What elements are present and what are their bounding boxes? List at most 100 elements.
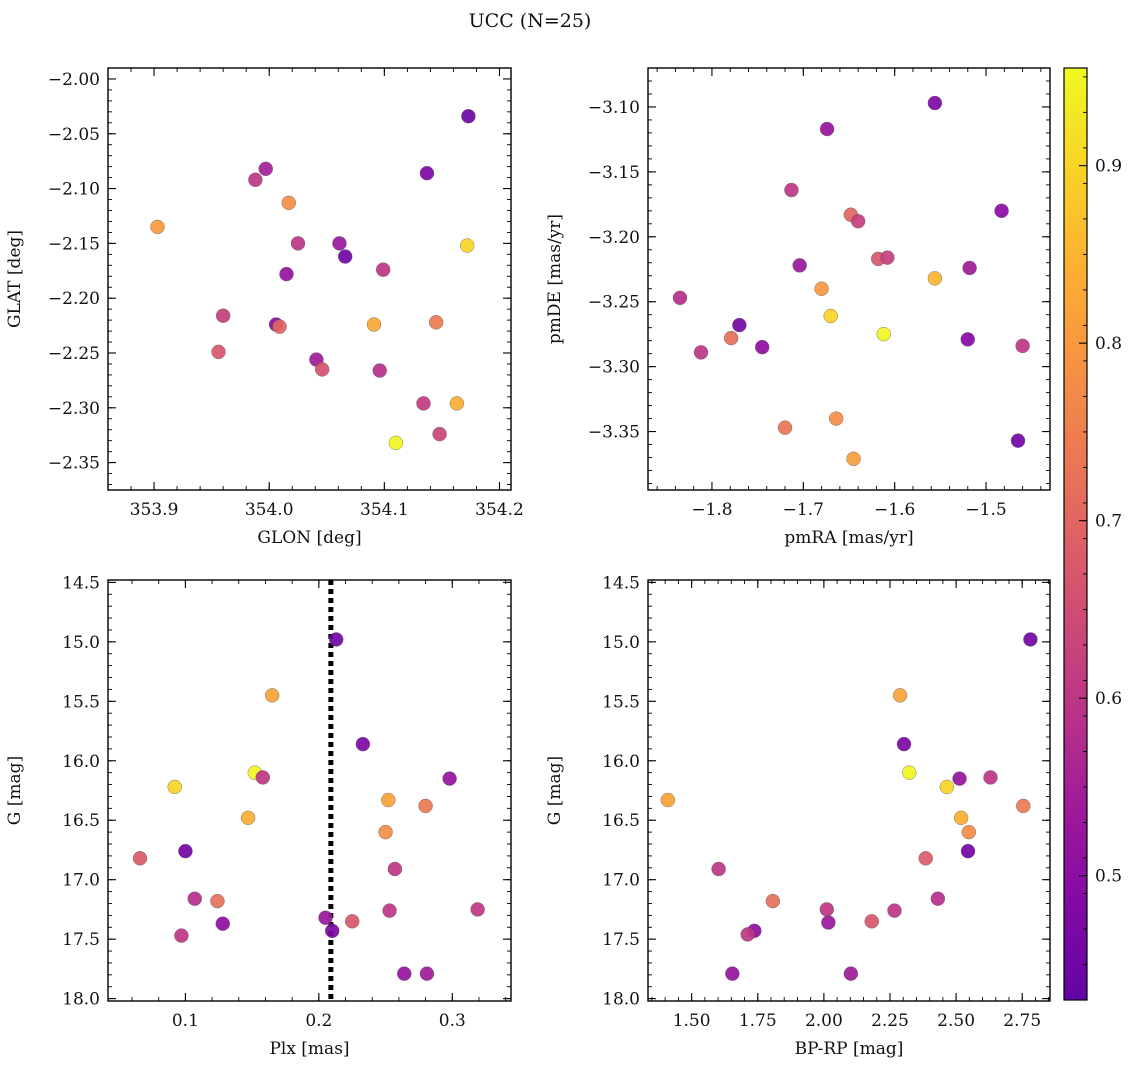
y-tick-label: −3.15 — [588, 163, 640, 183]
data-point — [892, 688, 908, 703]
data-point — [693, 345, 709, 360]
data-point — [927, 271, 943, 286]
x-tick-label: 2.25 — [871, 1011, 909, 1031]
axes-frame — [647, 67, 1051, 491]
data-point — [723, 330, 739, 346]
data-point — [887, 903, 902, 918]
colorbar-tick-label: 0.6 — [1095, 689, 1122, 709]
data-point — [821, 915, 836, 930]
data-point — [428, 315, 444, 330]
data-point — [337, 249, 353, 264]
data-point — [279, 266, 294, 282]
y-tick-label: 14.5 — [62, 573, 100, 593]
data-point — [416, 396, 431, 411]
data-point — [930, 891, 946, 906]
colorbar: 0.5 0.6 0.7 0.8 0.9 — [1063, 67, 1122, 1001]
y-tick-label: −2.10 — [48, 180, 100, 200]
panels: 353.9 354.0 354.1 354.2 −2.35 −2.30 −2.25 −2.20… — [5, 67, 1051, 1059]
data-point — [1015, 338, 1030, 354]
data-point — [725, 966, 740, 981]
data-point — [470, 902, 485, 917]
x-tick-label: −1.8 — [691, 500, 732, 520]
data-point — [345, 914, 360, 929]
x-tick-label: −1.7 — [783, 500, 824, 520]
data-point — [876, 326, 891, 342]
data-point — [814, 281, 829, 296]
data-point — [167, 779, 182, 795]
y-tick-label: −3.25 — [588, 293, 640, 313]
data-point — [902, 765, 917, 780]
data-point — [372, 363, 387, 378]
colorbar-tick-label: 0.9 — [1095, 157, 1122, 177]
y-tick-label: −2.15 — [48, 234, 100, 254]
y-tick-label: 18.0 — [62, 990, 100, 1010]
data-point — [150, 219, 165, 235]
data-point — [953, 810, 969, 826]
data-point — [318, 910, 333, 925]
data-point — [382, 903, 397, 918]
data-point — [823, 308, 838, 324]
x-tick-label: 2.00 — [805, 1011, 843, 1031]
x-axis-label: GLON [deg] — [257, 528, 361, 548]
x-tick-label: 2.50 — [937, 1011, 975, 1031]
data-point — [755, 339, 770, 355]
colorbar-gradient — [1063, 67, 1088, 1001]
x-tick-label: 2.75 — [1003, 1011, 1041, 1031]
x-tick-label: −1.5 — [965, 500, 1006, 520]
data-point — [994, 203, 1009, 219]
x-tick-label: −1.6 — [874, 500, 915, 520]
data-point — [178, 843, 193, 859]
data-point — [819, 121, 835, 137]
y-tick-label: 17.5 — [62, 930, 100, 950]
data-point — [281, 195, 296, 211]
data-point — [419, 166, 435, 181]
data-point — [829, 411, 844, 426]
data-point — [846, 451, 861, 467]
x-tick-label: 0.1 — [172, 1011, 199, 1031]
x-tick-label: 1.75 — [739, 1011, 777, 1031]
data-point — [211, 344, 226, 360]
data-point — [258, 161, 273, 177]
y-axis-label: GLAT [deg] — [5, 230, 25, 328]
x-axis-label: BP-RP [mag] — [795, 1039, 904, 1059]
data-point — [765, 893, 781, 909]
data-point — [777, 420, 793, 435]
data-point — [672, 290, 688, 306]
figure-title: UCC (N=25) — [469, 10, 592, 32]
data-point — [1016, 798, 1031, 814]
data-point — [432, 426, 447, 442]
y-tick-label: −2.00 — [48, 70, 100, 90]
y-axis-label: pmDE [mas/yr] — [545, 214, 565, 344]
y-tick-label: 15.5 — [62, 692, 100, 712]
x-tick-label: 1.50 — [673, 1011, 711, 1031]
data-point — [314, 362, 330, 377]
colorbar-tick-label: 0.8 — [1095, 334, 1122, 354]
y-axis-label: G [mag] — [545, 756, 565, 825]
x-tick-label: 354.0 — [245, 500, 294, 520]
data-point — [388, 435, 404, 451]
data-point — [864, 914, 879, 929]
data-point — [272, 319, 287, 334]
data-point — [355, 736, 371, 752]
data-point — [419, 966, 435, 981]
data-point — [375, 262, 391, 277]
data-point — [460, 238, 475, 253]
y-tick-label: −2.20 — [48, 289, 100, 309]
data-point — [132, 851, 148, 866]
scatter-panel-3: 0.1 0.2 0.3 14.5 15.0 15.5 16.0 16.5 17.0 17.5 18.… — [5, 573, 512, 1059]
y-tick-label: −3.35 — [588, 423, 640, 443]
scatter-panel-2: −1.8 −1.7 −1.6 −1.5 −3.35 −3.30 −3.25 −3.20 −3.1… — [545, 67, 1051, 548]
colorbar-tick-label: 0.7 — [1095, 512, 1122, 532]
y-tick-label: 17.0 — [62, 871, 100, 891]
colorbar-tick-label: 0.5 — [1095, 867, 1122, 887]
data-point — [255, 770, 270, 785]
data-point — [1010, 433, 1026, 448]
x-tick-label: 354.2 — [475, 500, 524, 520]
y-tick-label: 16.5 — [602, 811, 640, 831]
y-tick-label: −3.20 — [588, 228, 640, 248]
data-point — [215, 916, 230, 931]
data-point — [850, 214, 866, 229]
axes-frame — [107, 67, 512, 491]
data-point — [324, 923, 340, 939]
data-point — [366, 317, 382, 332]
